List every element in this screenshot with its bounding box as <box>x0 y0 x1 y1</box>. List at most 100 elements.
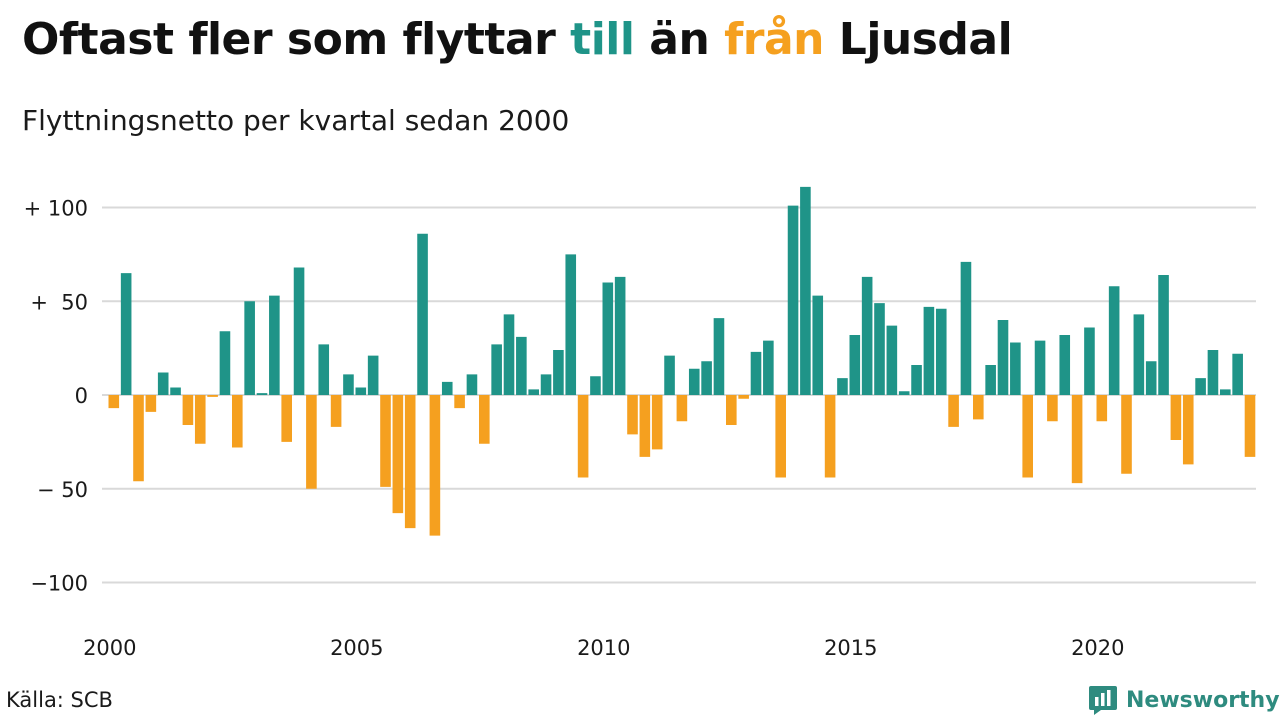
bar-quarter-29 <box>454 395 465 409</box>
bar-quarter-13 <box>256 393 268 396</box>
chart-subtitle: Flyttningsnetto per kvartal sedan 2000 <box>22 104 570 137</box>
bar-quarter-78 <box>1059 335 1071 395</box>
bar-quarter-7 <box>182 395 194 425</box>
bar-quarter-2 <box>120 273 132 396</box>
bar-quarter-54 <box>763 340 774 396</box>
bar-quarter-91 <box>1220 389 1231 396</box>
bar-quarter-5 <box>157 372 169 395</box>
bar-quarter-75 <box>1022 395 1033 478</box>
bar-quarter-31 <box>479 395 490 444</box>
bar-quarter-27 <box>429 395 441 536</box>
bar-quarter-42 <box>614 276 626 396</box>
bar-quarter-69 <box>948 395 959 427</box>
bar-quarter-11 <box>232 395 243 448</box>
bar-quarter-24 <box>392 395 404 514</box>
bar-quarter-53 <box>750 351 762 396</box>
bar-quarter-70 <box>960 261 972 396</box>
bar-quarter-38 <box>565 254 577 396</box>
bar-quarter-81 <box>1096 395 1108 422</box>
bar-quarter-6 <box>170 387 181 395</box>
x-tick-label: 2005 <box>330 636 383 660</box>
bar-quarter-17 <box>306 395 317 489</box>
bar-quarter-93 <box>1244 395 1256 457</box>
bar-quarter-28 <box>441 381 453 396</box>
bar-quarter-14 <box>269 295 280 396</box>
bar-quarter-47 <box>676 395 688 422</box>
bar-quarter-56 <box>787 205 799 396</box>
bar-quarter-68 <box>935 308 947 395</box>
bar-quarter-88 <box>1182 395 1194 465</box>
bar-quarter-12 <box>244 301 255 395</box>
bar-quarter-76 <box>1034 340 1046 396</box>
bar-quarter-61 <box>849 335 861 395</box>
bar-quarter-19 <box>330 395 342 427</box>
bar-quarter-26 <box>417 233 428 395</box>
bar-quarter-84 <box>1133 314 1145 396</box>
title-highlight-fran: från <box>724 14 824 65</box>
bar-quarter-22 <box>367 355 379 396</box>
bar-quarter-8 <box>194 395 206 444</box>
bar-quarter-45 <box>651 395 663 450</box>
bar-quarter-52 <box>738 395 749 399</box>
bar-quarter-64 <box>886 325 898 396</box>
bar-quarter-20 <box>343 374 354 396</box>
bar-quarter-36 <box>540 374 552 396</box>
x-tick-label: 2020 <box>1071 636 1124 660</box>
bar-quarter-55 <box>775 395 786 478</box>
bar-quarter-18 <box>318 344 330 396</box>
bar-quarter-16 <box>293 267 305 395</box>
bar-quarter-10 <box>219 331 231 395</box>
y-tick-label: + 100 <box>24 197 88 221</box>
bar-quarter-59 <box>824 395 836 478</box>
bar-quarter-72 <box>985 365 996 395</box>
newsworthy-logo: Newsworthy <box>1088 684 1280 716</box>
bar-quarter-32 <box>491 344 502 396</box>
bar-quarter-34 <box>516 336 527 396</box>
bar-quarter-15 <box>281 395 292 442</box>
title-part-5: Ljusdal <box>823 14 1013 65</box>
bar-quarter-50 <box>713 318 725 396</box>
bar-quarter-82 <box>1108 286 1120 395</box>
bar-quarter-23 <box>380 395 391 487</box>
bar-quarter-44 <box>639 395 651 457</box>
y-tick-label: + 50 <box>30 290 88 314</box>
newsworthy-brand: Newsworthy <box>1126 687 1280 713</box>
bar-quarter-71 <box>973 395 984 420</box>
bar-quarter-77 <box>1047 395 1058 422</box>
bar-quarter-4 <box>145 395 157 412</box>
bar-quarter-87 <box>1170 395 1182 440</box>
bar-quarter-83 <box>1121 395 1132 474</box>
bar-quarter-25 <box>404 395 416 529</box>
bar-quarter-41 <box>602 282 614 395</box>
bar-quarter-90 <box>1207 350 1219 395</box>
source-note: Källa: SCB <box>6 688 113 712</box>
y-tick-label: − 50 <box>37 478 88 502</box>
bar-quarter-66 <box>911 365 922 395</box>
bar-quarter-35 <box>528 389 539 396</box>
bar-quarter-48 <box>688 368 700 395</box>
bar-quarter-58 <box>812 295 824 396</box>
bar-quarter-9 <box>207 395 218 397</box>
x-tick-label: 2015 <box>824 636 877 660</box>
x-tick-label: 2010 <box>577 636 630 660</box>
bar-quarter-67 <box>923 306 935 396</box>
y-tick-label: −100 <box>30 572 88 596</box>
bar-quarter-43 <box>627 395 638 435</box>
bar-quarter-89 <box>1195 378 1206 396</box>
bar-quarter-1 <box>108 395 120 409</box>
bar-quarter-3 <box>133 395 144 482</box>
bar-quarter-62 <box>861 276 873 396</box>
bar-quarter-39 <box>577 395 589 478</box>
bar-quarter-30 <box>466 374 478 396</box>
newsworthy-logo-icon <box>1089 686 1117 715</box>
bar-quarter-49 <box>701 361 712 395</box>
bar-quarter-92 <box>1232 353 1243 395</box>
title-highlight-till: till <box>570 14 635 65</box>
bar-quarter-74 <box>1010 342 1021 395</box>
bar-quarter-40 <box>590 376 601 395</box>
bar-quarter-33 <box>503 314 515 396</box>
bar-quarter-63 <box>874 303 885 396</box>
bar-quarter-86 <box>1158 275 1169 395</box>
bar-quarter-51 <box>726 395 737 425</box>
